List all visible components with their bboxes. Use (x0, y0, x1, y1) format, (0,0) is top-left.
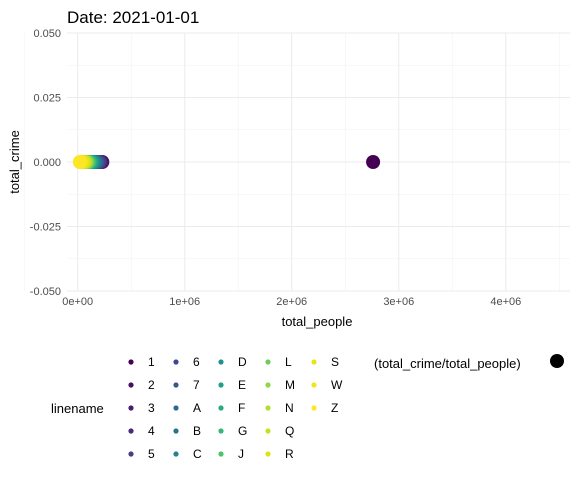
legend-key-C (173, 451, 179, 457)
legend-key-N (265, 405, 271, 411)
legend-label-N: N (285, 401, 294, 415)
x-tick-label: 2e+06 (276, 296, 307, 308)
legend-label-A: A (193, 401, 201, 415)
legend-label-1: 1 (148, 355, 155, 369)
legend-key-M (265, 382, 271, 388)
legend-label-E: E (238, 378, 246, 392)
x-axis-ticks: 0e+00 1e+06 2e+06 3e+06 4e+06 (62, 296, 521, 308)
legend-key-E (218, 382, 224, 388)
legend-label-Z: Z (331, 401, 338, 415)
y-tick-label: 0.000 (33, 157, 61, 169)
x-tick-label: 3e+06 (383, 296, 414, 308)
legend-label-Q: Q (285, 424, 294, 438)
legend-key-4 (128, 428, 134, 434)
legend-key-A (173, 405, 179, 411)
x-tick-label: 0e+00 (62, 296, 93, 308)
size-legend-key (550, 354, 564, 368)
legend-key-S (311, 359, 317, 365)
legend-key-L (265, 359, 271, 365)
legend-key-5 (128, 451, 134, 457)
y-tick-label: 0.050 (33, 28, 61, 40)
x-axis-title: total_people (282, 314, 353, 329)
legend-label-S: S (331, 355, 339, 369)
legend-label-6: 6 (193, 355, 200, 369)
legend-label-7: 7 (193, 378, 200, 392)
legend-key-3 (128, 405, 134, 411)
legend-key-Q (265, 428, 271, 434)
legend-label-2: 2 (148, 378, 155, 392)
legend-label-L: L (285, 355, 292, 369)
legend-label-3: 3 (148, 401, 155, 415)
point-1 (366, 155, 381, 169)
legend-key-F (218, 405, 224, 411)
legend-key-B (173, 428, 179, 434)
y-axis-title: total_crime (7, 130, 22, 194)
point-Z (72, 155, 87, 169)
legend-key-D (218, 359, 224, 365)
legend-key-1 (128, 359, 134, 365)
x-tick-label: 1e+06 (169, 296, 200, 308)
size-legend-title: (total_crime/total_people) (374, 356, 521, 371)
data-points (72, 155, 381, 169)
y-axis-ticks: -0.050 -0.025 0.000 0.025 0.050 (30, 28, 61, 298)
legend-label-4: 4 (148, 424, 155, 438)
legend-label-M: M (285, 378, 295, 392)
legend-label-F: F (238, 401, 245, 415)
legend-key-G (218, 428, 224, 434)
legend-label-R: R (285, 447, 294, 461)
legend-label-W: W (331, 378, 343, 392)
legend-label-B: B (193, 424, 201, 438)
legend-key-W (311, 382, 317, 388)
x-tick-label: 4e+06 (490, 296, 521, 308)
legend-key-2 (128, 382, 134, 388)
legend-label-C: C (193, 447, 202, 461)
legend-key-7 (173, 382, 179, 388)
legend-label-5: 5 (148, 447, 155, 461)
legend-key-J (218, 451, 224, 457)
y-tick-label: -0.025 (30, 222, 61, 234)
legend-label-D: D (238, 355, 247, 369)
legend-label-G: G (238, 424, 247, 438)
chart-title: Date: 2021-01-01 (67, 8, 199, 27)
y-tick-label: -0.050 (30, 286, 61, 298)
color-legend-title: linename (51, 401, 104, 416)
legend-key-6 (173, 359, 179, 365)
grid (23, 32, 570, 292)
legend-key-R (265, 451, 271, 457)
legend-key-Z (311, 405, 317, 411)
y-tick-label: 0.025 (33, 93, 61, 105)
legend-label-J: J (238, 447, 244, 461)
